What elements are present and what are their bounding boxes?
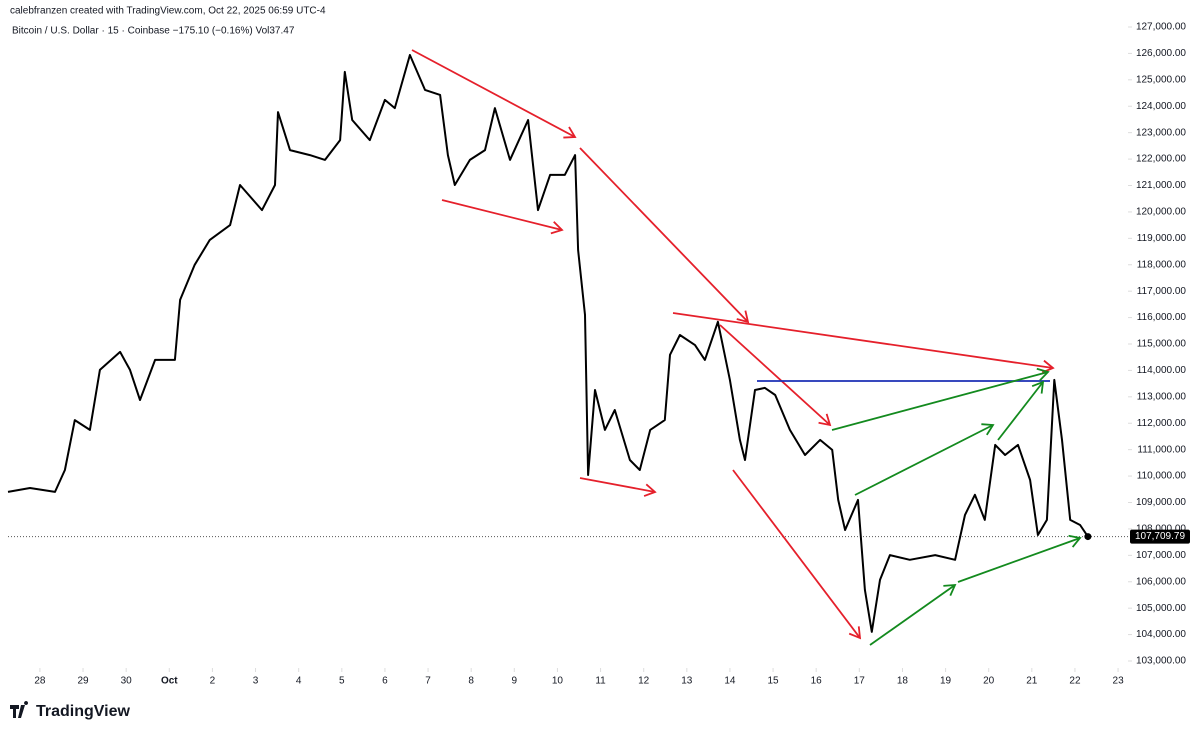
y-tick-label: 107,000.00 <box>1136 550 1186 561</box>
y-tick-label: 121,000.00 <box>1136 180 1186 191</box>
y-tick-label: 115,000.00 <box>1137 339 1187 350</box>
y-tick-label: 123,000.00 <box>1136 127 1186 138</box>
x-tick-label: 22 <box>1069 676 1081 687</box>
y-tick-label: 116,000.00 <box>1137 312 1187 323</box>
y-tick-label: 104,000.00 <box>1136 629 1186 640</box>
arrow <box>732 469 862 640</box>
y-tick-label: 106,000.00 <box>1136 576 1186 587</box>
x-tick-label: 4 <box>296 676 302 687</box>
x-tick-label: 15 <box>768 676 780 687</box>
y-tick-label: 112,000.00 <box>1137 418 1187 429</box>
x-tick-label: 28 <box>34 676 46 687</box>
arrow <box>719 324 832 427</box>
logo: TradingView <box>10 701 131 720</box>
x-tick-label: 8 <box>468 676 474 687</box>
last-price-label: 107,709.79 <box>1135 531 1185 542</box>
x-tick-label: Oct <box>161 676 178 687</box>
x-tick-label: 14 <box>724 676 736 687</box>
last-point <box>1084 533 1092 541</box>
y-tick-label: 127,000.00 <box>1136 22 1186 33</box>
y-tick-label: 114,000.00 <box>1137 365 1187 376</box>
x-tick-label: 7 <box>425 676 431 687</box>
x-tick-label: 3 <box>253 676 259 687</box>
x-tick-label: 16 <box>811 676 823 687</box>
y-tick-label: 109,000.00 <box>1136 497 1186 508</box>
arrow <box>579 147 750 324</box>
y-tick-label: 124,000.00 <box>1136 101 1186 112</box>
price-line <box>7 54 1089 633</box>
arrow <box>579 477 657 497</box>
drawings <box>411 49 1082 646</box>
y-tick-label: 113,000.00 <box>1137 391 1187 402</box>
arrow <box>831 367 1050 431</box>
x-tick-label: 23 <box>1113 676 1125 687</box>
y-tick-label: 111,000.00 <box>1137 444 1186 455</box>
brand: TradingView <box>36 703 131 720</box>
x-tick-label: 29 <box>77 676 89 687</box>
x-tick-label: 17 <box>854 676 866 687</box>
x-tick-label: 20 <box>983 676 995 687</box>
y-tick-label: 117,000.00 <box>1137 286 1187 297</box>
y-tick-label: 103,000.00 <box>1136 656 1186 667</box>
y-tick-label: 120,000.00 <box>1136 207 1186 218</box>
y-tick-label: 108,000.00 <box>1136 524 1186 535</box>
x-tick-label: 2 <box>210 676 216 687</box>
arrow <box>957 534 1082 583</box>
chart-title: calebfranzen created with TradingView.co… <box>10 6 326 17</box>
arrow <box>854 423 995 496</box>
x-tick-label: 11 <box>595 676 606 687</box>
x-tick-label: 6 <box>382 676 388 687</box>
x-tick-label: 12 <box>638 676 650 687</box>
arrow <box>672 312 1055 374</box>
x-tick-label: 19 <box>940 676 952 687</box>
arrow <box>869 583 957 646</box>
arrow <box>411 49 577 139</box>
x-tick-label: 10 <box>552 676 564 687</box>
y-tick-label: 118,000.00 <box>1137 259 1187 270</box>
y-tick-label: 105,000.00 <box>1136 603 1186 614</box>
arrow <box>441 199 564 235</box>
y-tick-label: 119,000.00 <box>1137 233 1187 244</box>
x-tick-label: 13 <box>681 676 693 687</box>
y-tick-label: 110,000.00 <box>1137 471 1187 482</box>
arrow <box>997 380 1045 441</box>
x-tick-label: 30 <box>121 676 133 687</box>
chart-subtitle: Bitcoin / U.S. Dollar · 15 · Coinbase −1… <box>12 26 295 37</box>
y-tick-label: 125,000.00 <box>1136 74 1186 85</box>
y-tick-label: 122,000.00 <box>1136 154 1186 165</box>
x-tick-label: 9 <box>512 676 518 687</box>
last-price-box <box>1130 529 1190 544</box>
y-tick-label: 126,000.00 <box>1136 48 1186 59</box>
x-tick-label: 21 <box>1026 676 1038 687</box>
x-tick-label: 18 <box>897 676 909 687</box>
x-tick-label: 5 <box>339 676 345 687</box>
